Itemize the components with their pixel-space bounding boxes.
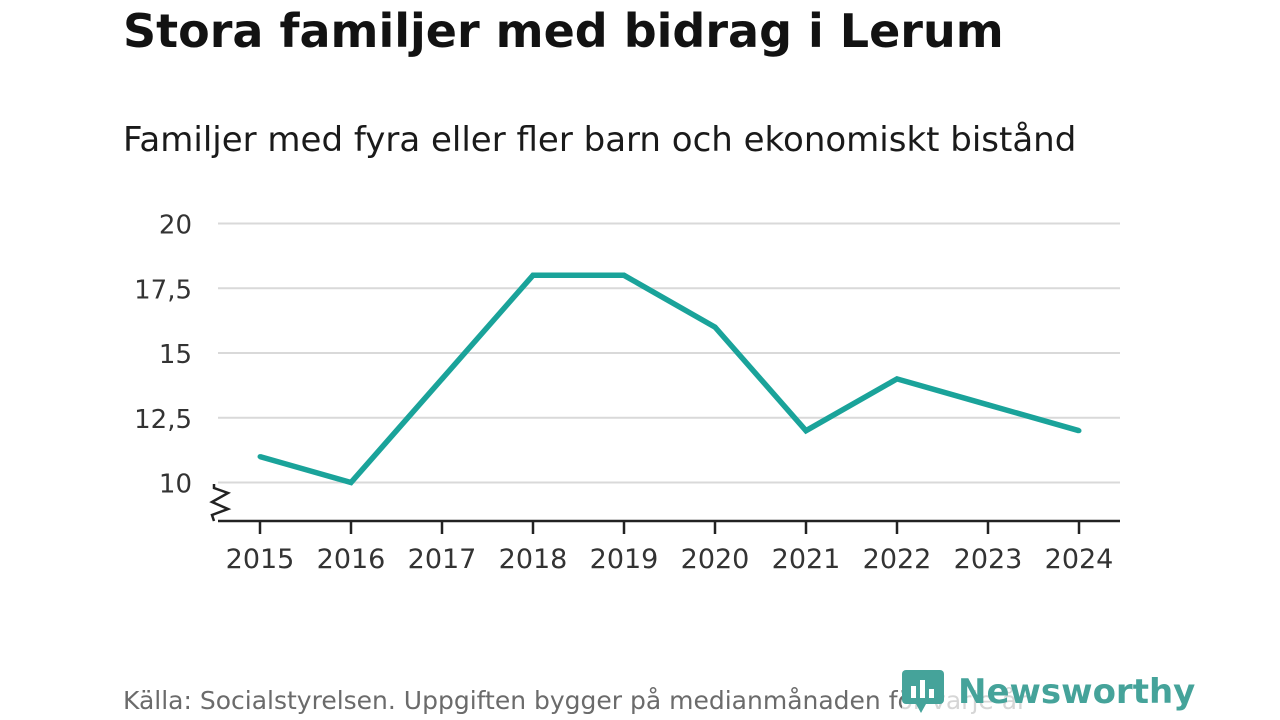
x-tick-label: 2021 [772, 544, 841, 575]
data-point[interactable] [985, 402, 991, 408]
data-point[interactable] [621, 272, 627, 278]
x-tick-label: 2015 [226, 544, 295, 575]
x-tick-label: 2017 [408, 544, 477, 575]
line-chart: 10 12,5 15 17,5 20 2015 2016 2017 2018 2019 2020 2… [134, 211, 1120, 575]
source-note: Källa: Socialstyrelsen. Uppgiften bygger… [123, 686, 1028, 715]
x-tick-label: 2016 [317, 544, 386, 575]
y-tick-label: 15 [159, 340, 192, 370]
newsworthy-logo-icon [902, 670, 944, 713]
x-tick-label: 2018 [499, 544, 568, 575]
brand-name: Newsworthy [958, 672, 1196, 712]
chart-title: Stora familjer med bidrag i Lerum [123, 4, 1004, 58]
data-point[interactable] [257, 454, 263, 460]
data-point[interactable] [439, 376, 445, 382]
data-point[interactable] [894, 376, 900, 382]
brand-logo[interactable]: Newsworthy [902, 670, 1196, 714]
x-tick-label: 2019 [590, 544, 659, 575]
y-tick-label: 20 [159, 211, 192, 241]
data-point[interactable] [348, 480, 354, 485]
axis-break-icon [209, 484, 232, 522]
data-point[interactable] [1076, 428, 1082, 434]
data-point[interactable] [530, 272, 536, 278]
x-tick-label: 2020 [681, 544, 750, 575]
data-point[interactable] [712, 324, 718, 330]
y-tick-label: 10 [159, 470, 192, 500]
series-line [259, 272, 1080, 486]
x-tick-label: 2022 [863, 544, 932, 575]
y-tick-label: 12,5 [134, 405, 192, 435]
chart-subtitle: Familjer med fyra eller fler barn och ek… [123, 120, 1077, 160]
x-tick-label: 2023 [954, 544, 1023, 575]
x-tick-label: 2024 [1045, 544, 1114, 575]
data-point[interactable] [803, 428, 809, 434]
y-tick-label: 17,5 [134, 275, 192, 305]
